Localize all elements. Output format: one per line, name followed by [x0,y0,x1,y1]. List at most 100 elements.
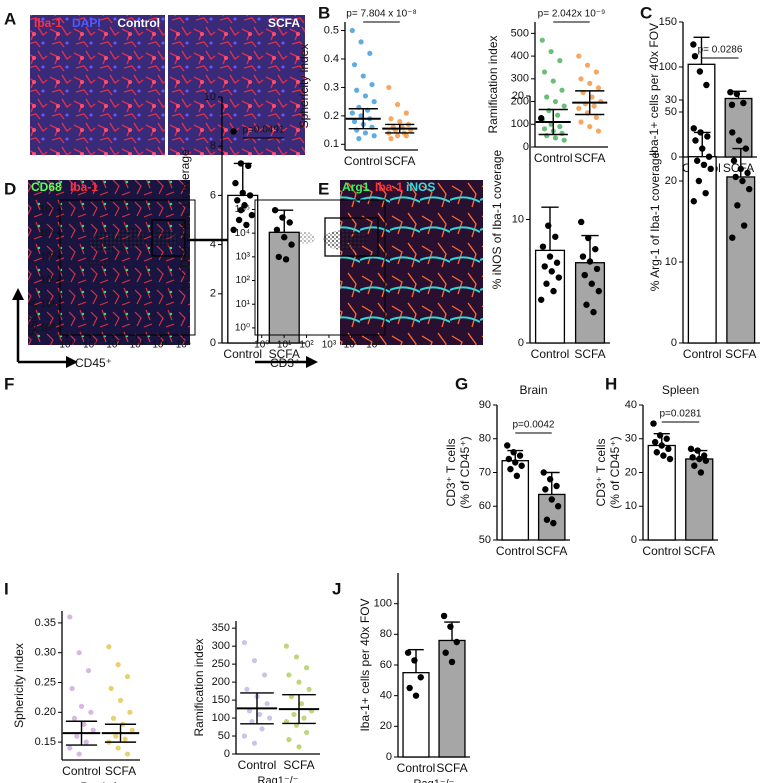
data-point [369,81,375,88]
x-tick-label: 10⁰ [254,340,269,351]
x-tick-label: SCFA [574,347,605,361]
data-point [232,179,239,187]
data-point [386,84,392,91]
data-point [264,701,270,707]
data-point [689,454,696,461]
data-point [394,101,401,108]
data-point [349,110,355,116]
data-point [453,638,460,646]
data-point [417,674,424,681]
data-point [115,745,121,751]
y-tick-label: 80 [479,433,491,445]
data-point [354,87,360,93]
data-point [388,136,394,142]
y-tick-label: 30 [625,433,637,445]
data-point [306,686,312,692]
data-point [349,27,355,34]
image-label: Iba-1 [34,16,62,30]
x-tick-label: 10¹ [83,340,98,351]
data-point [744,169,751,177]
y-axis-label: Ramification index [192,638,206,736]
data-point [590,308,597,316]
x-tick-label: SCFA [536,544,567,558]
data-point [729,234,736,241]
data-point [293,654,300,660]
data-point [256,711,263,718]
data-point [539,243,547,250]
image-label: CD68 [31,180,62,194]
data-point [663,435,670,442]
data-point [367,50,373,56]
data-point [540,469,547,476]
data-point [665,445,672,453]
x-tick-label: 10³ [322,340,337,351]
data-point [739,177,746,185]
data-point [555,112,561,118]
data-point [110,715,117,721]
y-axis-label: Iba-1+ cells per 40x FOV [358,598,372,731]
x-tick-label: 10⁴ [344,340,359,351]
data-point [505,455,513,463]
data-point [702,189,709,197]
y-tick-label: 10³ [41,251,56,262]
data-point [553,259,561,266]
x-tick-label: Control [397,761,436,775]
y-tick-label: 200 [511,95,529,107]
data-point [67,614,73,620]
data-point [83,739,89,745]
data-point [249,719,255,725]
data-point [108,685,114,692]
y-tick-label: 150 [212,694,230,706]
panel-label: D [4,179,16,198]
data-point [115,662,121,668]
y-axis-label: (% of CD45⁺) [458,436,472,508]
data-point [691,462,698,469]
x-axis-label: Rag1⁻/⁻ [81,781,122,783]
data-point [550,78,556,84]
y-tick-label: 0.1 [324,138,339,150]
y-tick-label: 8 [210,140,216,152]
data-point [291,711,297,718]
y-tick-label: 0 [671,151,677,163]
data-point [703,81,710,89]
y-tick-label: 100 [212,712,230,724]
data-point [388,116,394,122]
y-tick-label: 10 [625,500,637,512]
data-point [552,135,559,141]
y-tick-label: 20 [380,720,392,732]
x-tick-label: 10⁵ [176,340,191,351]
data-point [735,137,743,144]
data-point [448,658,456,666]
data-point [85,668,92,674]
data-point [286,672,292,678]
y-tick-label: 10 [204,91,216,103]
y-tick-label: 10³ [236,251,251,262]
gate [151,219,186,257]
y-tick-label: 0.4 [324,53,339,65]
data-point [579,253,587,260]
y-tick-label: 0.35 [35,617,56,629]
panel-label: B [318,3,330,22]
y-tick-label: 50 [479,534,491,546]
y-tick-label: 20 [625,466,637,478]
data-point [696,68,704,75]
data-point [243,221,250,229]
chart-title: Brain [519,383,547,397]
data-point [303,729,310,736]
x-tick-label: SCFA [105,764,136,778]
data-point [740,222,748,229]
p-value: p=0.0042 [513,420,555,431]
x-tick-label: Control [496,544,535,558]
y-tick-label: 6 [210,189,216,201]
y-tick-label: 350 [212,622,230,634]
data-point [512,459,519,466]
axis-arrow [16,296,70,364]
data-point [244,686,250,692]
x-tick-label: Control [238,758,277,772]
panel-label: F [4,374,14,393]
data-point [740,99,747,107]
panel-label: I [4,579,9,598]
y-tick-label: 50 [665,106,677,118]
data-point [543,280,550,287]
image-label: Iba-1 [375,180,403,194]
